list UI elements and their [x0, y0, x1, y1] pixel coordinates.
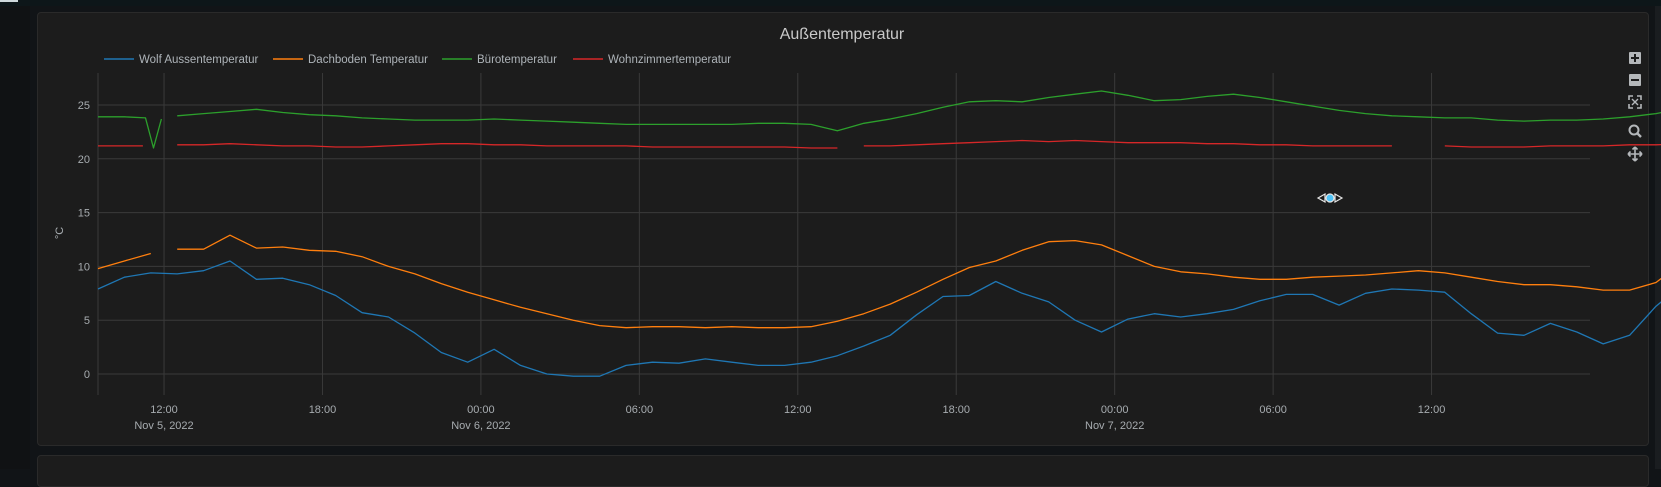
x-tick-label: 00:00	[467, 404, 495, 416]
top-accent	[0, 0, 18, 2]
temperature-chart[interactable]: Außentemperatur 0 5 10 15 20 25 12:00 Nov 5, 2…	[0, 0, 1661, 469]
legend-item[interactable]: Bürotemperatur	[442, 54, 557, 66]
zoom-icon[interactable]	[1628, 124, 1642, 138]
x-tick-label: 18:00	[309, 404, 337, 416]
legend-label: Bürotemperatur	[477, 54, 557, 66]
x-tick-label: 06:00	[626, 404, 654, 416]
top-bar	[0, 0, 1661, 6]
x-tick-label: 12:00	[1418, 404, 1446, 416]
legend-label: Wohnzimmertemperatur	[608, 54, 731, 66]
y-tick-label: 15	[78, 208, 90, 220]
modebar[interactable]	[1627, 52, 1643, 162]
autoscale-cross	[1631, 98, 1639, 106]
x-tick-date: Nov 7, 2022	[1085, 420, 1144, 432]
handle-dot-icon[interactable]	[1325, 193, 1335, 203]
x-tick-date: Nov 5, 2022	[134, 420, 193, 432]
y-tick-label: 5	[84, 315, 90, 327]
handle-right-arrow-icon[interactable]	[1334, 192, 1344, 204]
series-line-1	[97, 260, 1661, 377]
x-tick-date: Nov 6, 2022	[451, 420, 510, 432]
chart-title: Außentemperatur	[780, 26, 905, 43]
y-axis-ticks: 0 5 10 15 20 25	[78, 100, 90, 381]
legend-label: Wolf Aussentemperatur	[139, 54, 258, 66]
zoom-lens	[1628, 124, 1640, 136]
legend-label: Dachboden Temperatur	[308, 54, 428, 66]
legend-item[interactable]: Wolf Aussentemperatur	[104, 54, 258, 66]
left-sidebar	[0, 6, 30, 469]
legend[interactable]: Wolf Aussentemperatur Dachboden Temperatu…	[104, 54, 731, 66]
series-line-3	[98, 90, 1661, 149]
zoom-out-icon[interactable]	[1629, 74, 1641, 86]
y-tick-label: 20	[78, 154, 90, 166]
grid	[97, 73, 1590, 395]
series-line-2	[97, 234, 1661, 329]
zoom-in-icon[interactable]	[1629, 52, 1641, 64]
range-handle[interactable]	[1316, 192, 1344, 204]
x-tick-label: 06:00	[1259, 404, 1287, 416]
autoscale-corners	[1628, 95, 1642, 109]
x-tick-label: 12:00	[784, 404, 812, 416]
autoscale-icon[interactable]	[1628, 95, 1642, 109]
series-line-4	[98, 139, 1661, 149]
series-lines	[97, 90, 1661, 377]
legend-item[interactable]: Dachboden Temperatur	[273, 54, 428, 66]
pan-arrows	[1627, 146, 1643, 162]
y-axis-label: °C	[54, 227, 66, 239]
x-tick-label: 12:00	[150, 404, 178, 416]
legend-item[interactable]: Wohnzimmertemperatur	[573, 54, 731, 66]
handle-left-arrow-icon[interactable]	[1316, 192, 1326, 204]
x-tick-label: 00:00	[1101, 404, 1129, 416]
pan-icon[interactable]	[1627, 146, 1643, 162]
y-tick-label: 0	[84, 369, 90, 381]
y-tick-label: 25	[78, 100, 90, 112]
zoom-handle	[1636, 132, 1642, 138]
y-tick-label: 10	[78, 261, 90, 273]
x-axis-ticks: 12:00 Nov 5, 2022 18:00 00:00 Nov 6, 2022 06:…	[134, 404, 1445, 432]
right-scrollbar[interactable]	[1655, 6, 1661, 469]
x-tick-label: 18:00	[942, 404, 970, 416]
